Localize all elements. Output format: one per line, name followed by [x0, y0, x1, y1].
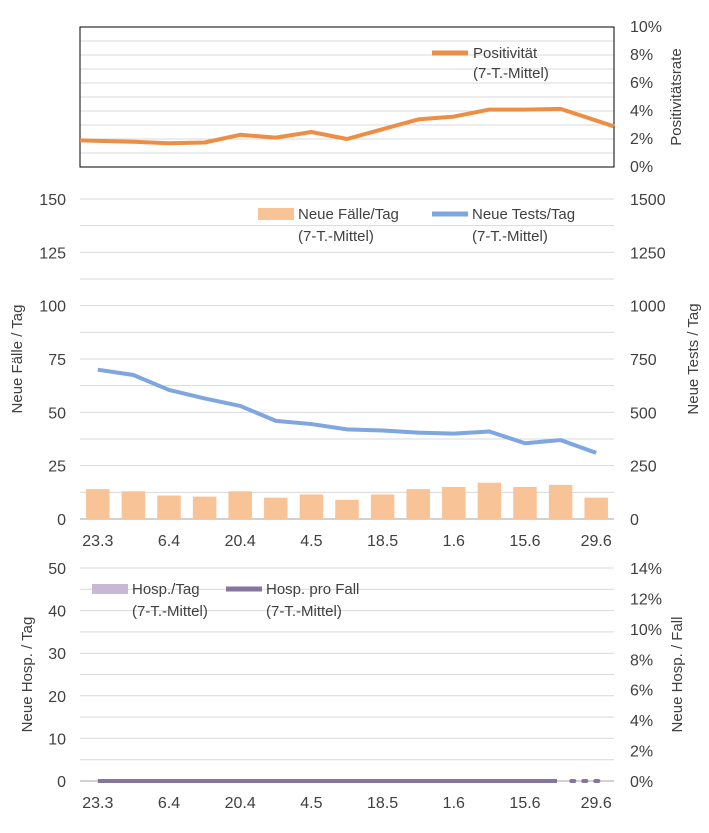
y-left-tick-label: 50	[48, 561, 66, 578]
y-right-axis-label: Neue Tests / Tag	[685, 303, 702, 414]
x-tick-label: 23.3	[82, 795, 113, 812]
y-right-tick-label: 1000	[630, 299, 666, 316]
y-left-tick-label: 20	[48, 689, 66, 706]
case-bar	[548, 484, 573, 519]
case-bar	[406, 489, 430, 519]
legend-hosp-per-case-sub: (7-T.-Mittel)	[266, 603, 342, 620]
y-left-tick-label: 150	[39, 192, 66, 209]
case-bar	[192, 496, 217, 519]
legend-positivity-label: Positivität	[473, 45, 538, 62]
case-bar	[264, 497, 288, 519]
case-bar	[86, 489, 110, 519]
y-left-tick-label: 40	[48, 604, 66, 621]
y-right-tick-label: 6%	[630, 75, 653, 92]
y-right-tick-label: 14%	[630, 561, 662, 578]
y-right-tick-label: 2%	[630, 744, 653, 761]
y-left-tick-label: 30	[48, 646, 66, 663]
plot-frame	[79, 26, 615, 168]
legend-tests-label: Neue Tests/Tag	[472, 206, 575, 223]
y-right-axis-label: Neue Hosp. / Fall	[669, 617, 686, 733]
x-tick-label: 15.6	[509, 795, 540, 812]
x-tick-label: 6.4	[158, 795, 180, 812]
case-bar	[477, 482, 502, 519]
x-tick-label: 18.5	[367, 795, 398, 812]
case-bar	[442, 487, 466, 519]
x-tick-label: 20.4	[225, 533, 256, 550]
y-left-tick-label: 0	[57, 774, 66, 791]
case-bar	[370, 494, 395, 519]
y-left-axis-label: Neue Hosp. / Tag	[19, 617, 36, 733]
x-tick-label: 20.4	[225, 795, 256, 812]
legend-hosp-sub: (7-T.-Mittel)	[132, 603, 208, 620]
legend-cases-swatch	[258, 208, 294, 220]
legend-positivity-sub: (7-T.-Mittel)	[473, 65, 549, 82]
x-tick-label: 18.5	[367, 533, 398, 550]
y-right-tick-label: 0%	[630, 774, 653, 791]
case-bar	[299, 494, 324, 519]
y-right-tick-label: 2%	[630, 131, 653, 148]
y-right-tick-label: 250	[630, 459, 657, 476]
y-left-tick-label: 0	[57, 512, 66, 529]
x-tick-label: 29.6	[581, 533, 612, 550]
x-tick-label: 4.5	[300, 533, 322, 550]
x-tick-label: 15.6	[509, 533, 540, 550]
y-right-tick-label: 0%	[630, 159, 653, 176]
y-left-tick-label: 25	[48, 459, 66, 476]
y-right-tick-label: 750	[630, 352, 657, 369]
case-bar	[157, 495, 181, 519]
x-tick-label: 29.6	[581, 795, 612, 812]
y-right-tick-label: 0	[630, 512, 639, 529]
legend-hosp-per-case-label: Hosp. pro Fall	[266, 581, 359, 598]
x-tick-label: 1.6	[443, 795, 465, 812]
y-left-tick-label: 50	[48, 405, 66, 422]
y-right-tick-label: 4%	[630, 103, 653, 120]
x-tick-label: 4.5	[300, 795, 322, 812]
positivity-line	[79, 106, 615, 146]
case-bar	[513, 487, 537, 519]
legend-cases-label: Neue Fälle/Tag	[298, 206, 399, 223]
x-tick-label: 23.3	[82, 533, 113, 550]
y-right-axis-label: Positivitätsrate	[668, 48, 685, 146]
y-left-tick-label: 75	[48, 352, 66, 369]
y-right-tick-label: 1250	[630, 245, 666, 262]
panel-2: 02550751001251500250500750100012501500Ne…	[9, 192, 702, 550]
y-right-tick-label: 1500	[630, 192, 666, 209]
y-right-tick-label: 8%	[630, 47, 653, 64]
y-left-axis-label: Neue Fälle / Tag	[9, 305, 26, 414]
panel-3: 0 10 20 30 40 50 0% 2% 4% 6% 8% 10% 12% 14% Neue Hosp.…	[19, 561, 686, 812]
y-right-tick-label: 6%	[630, 683, 653, 700]
case-bar	[335, 499, 359, 519]
tests-line	[97, 367, 597, 455]
y-right-tick-label: 10%	[630, 19, 662, 36]
y-right-tick-label: 500	[630, 405, 657, 422]
y-right-tick-label: 8%	[630, 652, 653, 669]
case-bar	[228, 491, 252, 519]
panel-1: 0% 2% 4% 6% 8% 10% Positivitätsrate Positivität…	[79, 19, 685, 176]
case-bar	[121, 491, 146, 519]
legend-hosp-swatch	[92, 584, 128, 594]
y-right-tick-label: 10%	[630, 622, 662, 639]
legend-tests-sub: (7-T.-Mittel)	[472, 228, 548, 245]
y-right-tick-label: 12%	[630, 591, 662, 608]
y-right-tick-label: 4%	[630, 713, 653, 730]
y-left-tick-label: 10	[48, 731, 66, 748]
y-left-tick-label: 100	[39, 299, 66, 316]
legend-cases-sub: (7-T.-Mittel)	[298, 228, 374, 245]
y-left-tick-label: 125	[39, 245, 66, 262]
legend-hosp-label: Hosp./Tag	[132, 581, 200, 598]
case-bar	[584, 497, 608, 519]
x-tick-label: 6.4	[158, 533, 180, 550]
x-tick-label: 1.6	[443, 533, 465, 550]
